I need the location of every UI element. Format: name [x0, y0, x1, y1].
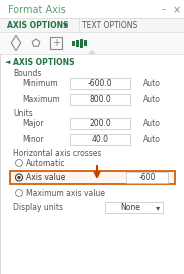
Text: +: +: [52, 38, 60, 48]
FancyBboxPatch shape: [70, 94, 130, 105]
Text: Auto: Auto: [143, 78, 161, 87]
Text: Units: Units: [13, 109, 33, 118]
FancyBboxPatch shape: [126, 172, 168, 183]
FancyBboxPatch shape: [0, 0, 184, 18]
Text: -600: -600: [138, 173, 156, 182]
Text: AXIS OPTIONS: AXIS OPTIONS: [7, 21, 68, 30]
Text: Minimum: Minimum: [22, 78, 58, 87]
Text: ◄: ◄: [5, 59, 10, 65]
Text: TEXT OPTIONS: TEXT OPTIONS: [82, 21, 137, 30]
Text: Format Axis: Format Axis: [8, 5, 66, 15]
Text: Auto: Auto: [143, 95, 161, 104]
Text: ×: ×: [173, 5, 181, 15]
Ellipse shape: [15, 190, 22, 196]
FancyBboxPatch shape: [76, 39, 79, 47]
Text: Axis value: Axis value: [26, 173, 65, 182]
Text: 200.0: 200.0: [89, 119, 111, 128]
Text: Automatic: Automatic: [26, 158, 66, 167]
Text: ▾: ▾: [156, 203, 160, 212]
Text: 40.0: 40.0: [91, 135, 109, 144]
Ellipse shape: [15, 174, 22, 181]
Text: 800.0: 800.0: [89, 95, 111, 104]
Text: Display units: Display units: [13, 202, 63, 212]
FancyBboxPatch shape: [70, 118, 130, 129]
FancyBboxPatch shape: [70, 78, 130, 89]
Text: Auto: Auto: [143, 118, 161, 127]
Text: -600.0: -600.0: [88, 79, 112, 88]
Text: Horizontal axis crosses: Horizontal axis crosses: [13, 149, 101, 158]
FancyBboxPatch shape: [105, 202, 163, 213]
FancyBboxPatch shape: [70, 134, 130, 145]
Text: AXIS OPTIONS: AXIS OPTIONS: [13, 58, 75, 67]
FancyBboxPatch shape: [72, 41, 75, 45]
Text: None: None: [120, 203, 140, 212]
Text: Auto: Auto: [143, 135, 161, 144]
Text: Maximum: Maximum: [22, 95, 60, 104]
Text: –: –: [162, 5, 166, 15]
Text: Maximum axis value: Maximum axis value: [26, 189, 105, 198]
Text: Major: Major: [22, 118, 43, 127]
Text: Bounds: Bounds: [13, 68, 41, 78]
Text: ▼: ▼: [63, 24, 68, 28]
FancyBboxPatch shape: [80, 39, 83, 47]
FancyBboxPatch shape: [84, 40, 87, 46]
Ellipse shape: [17, 176, 21, 179]
FancyBboxPatch shape: [10, 171, 175, 184]
FancyBboxPatch shape: [0, 18, 184, 32]
Ellipse shape: [15, 159, 22, 167]
FancyBboxPatch shape: [0, 32, 184, 54]
Text: Minor: Minor: [22, 135, 44, 144]
Polygon shape: [88, 50, 96, 54]
